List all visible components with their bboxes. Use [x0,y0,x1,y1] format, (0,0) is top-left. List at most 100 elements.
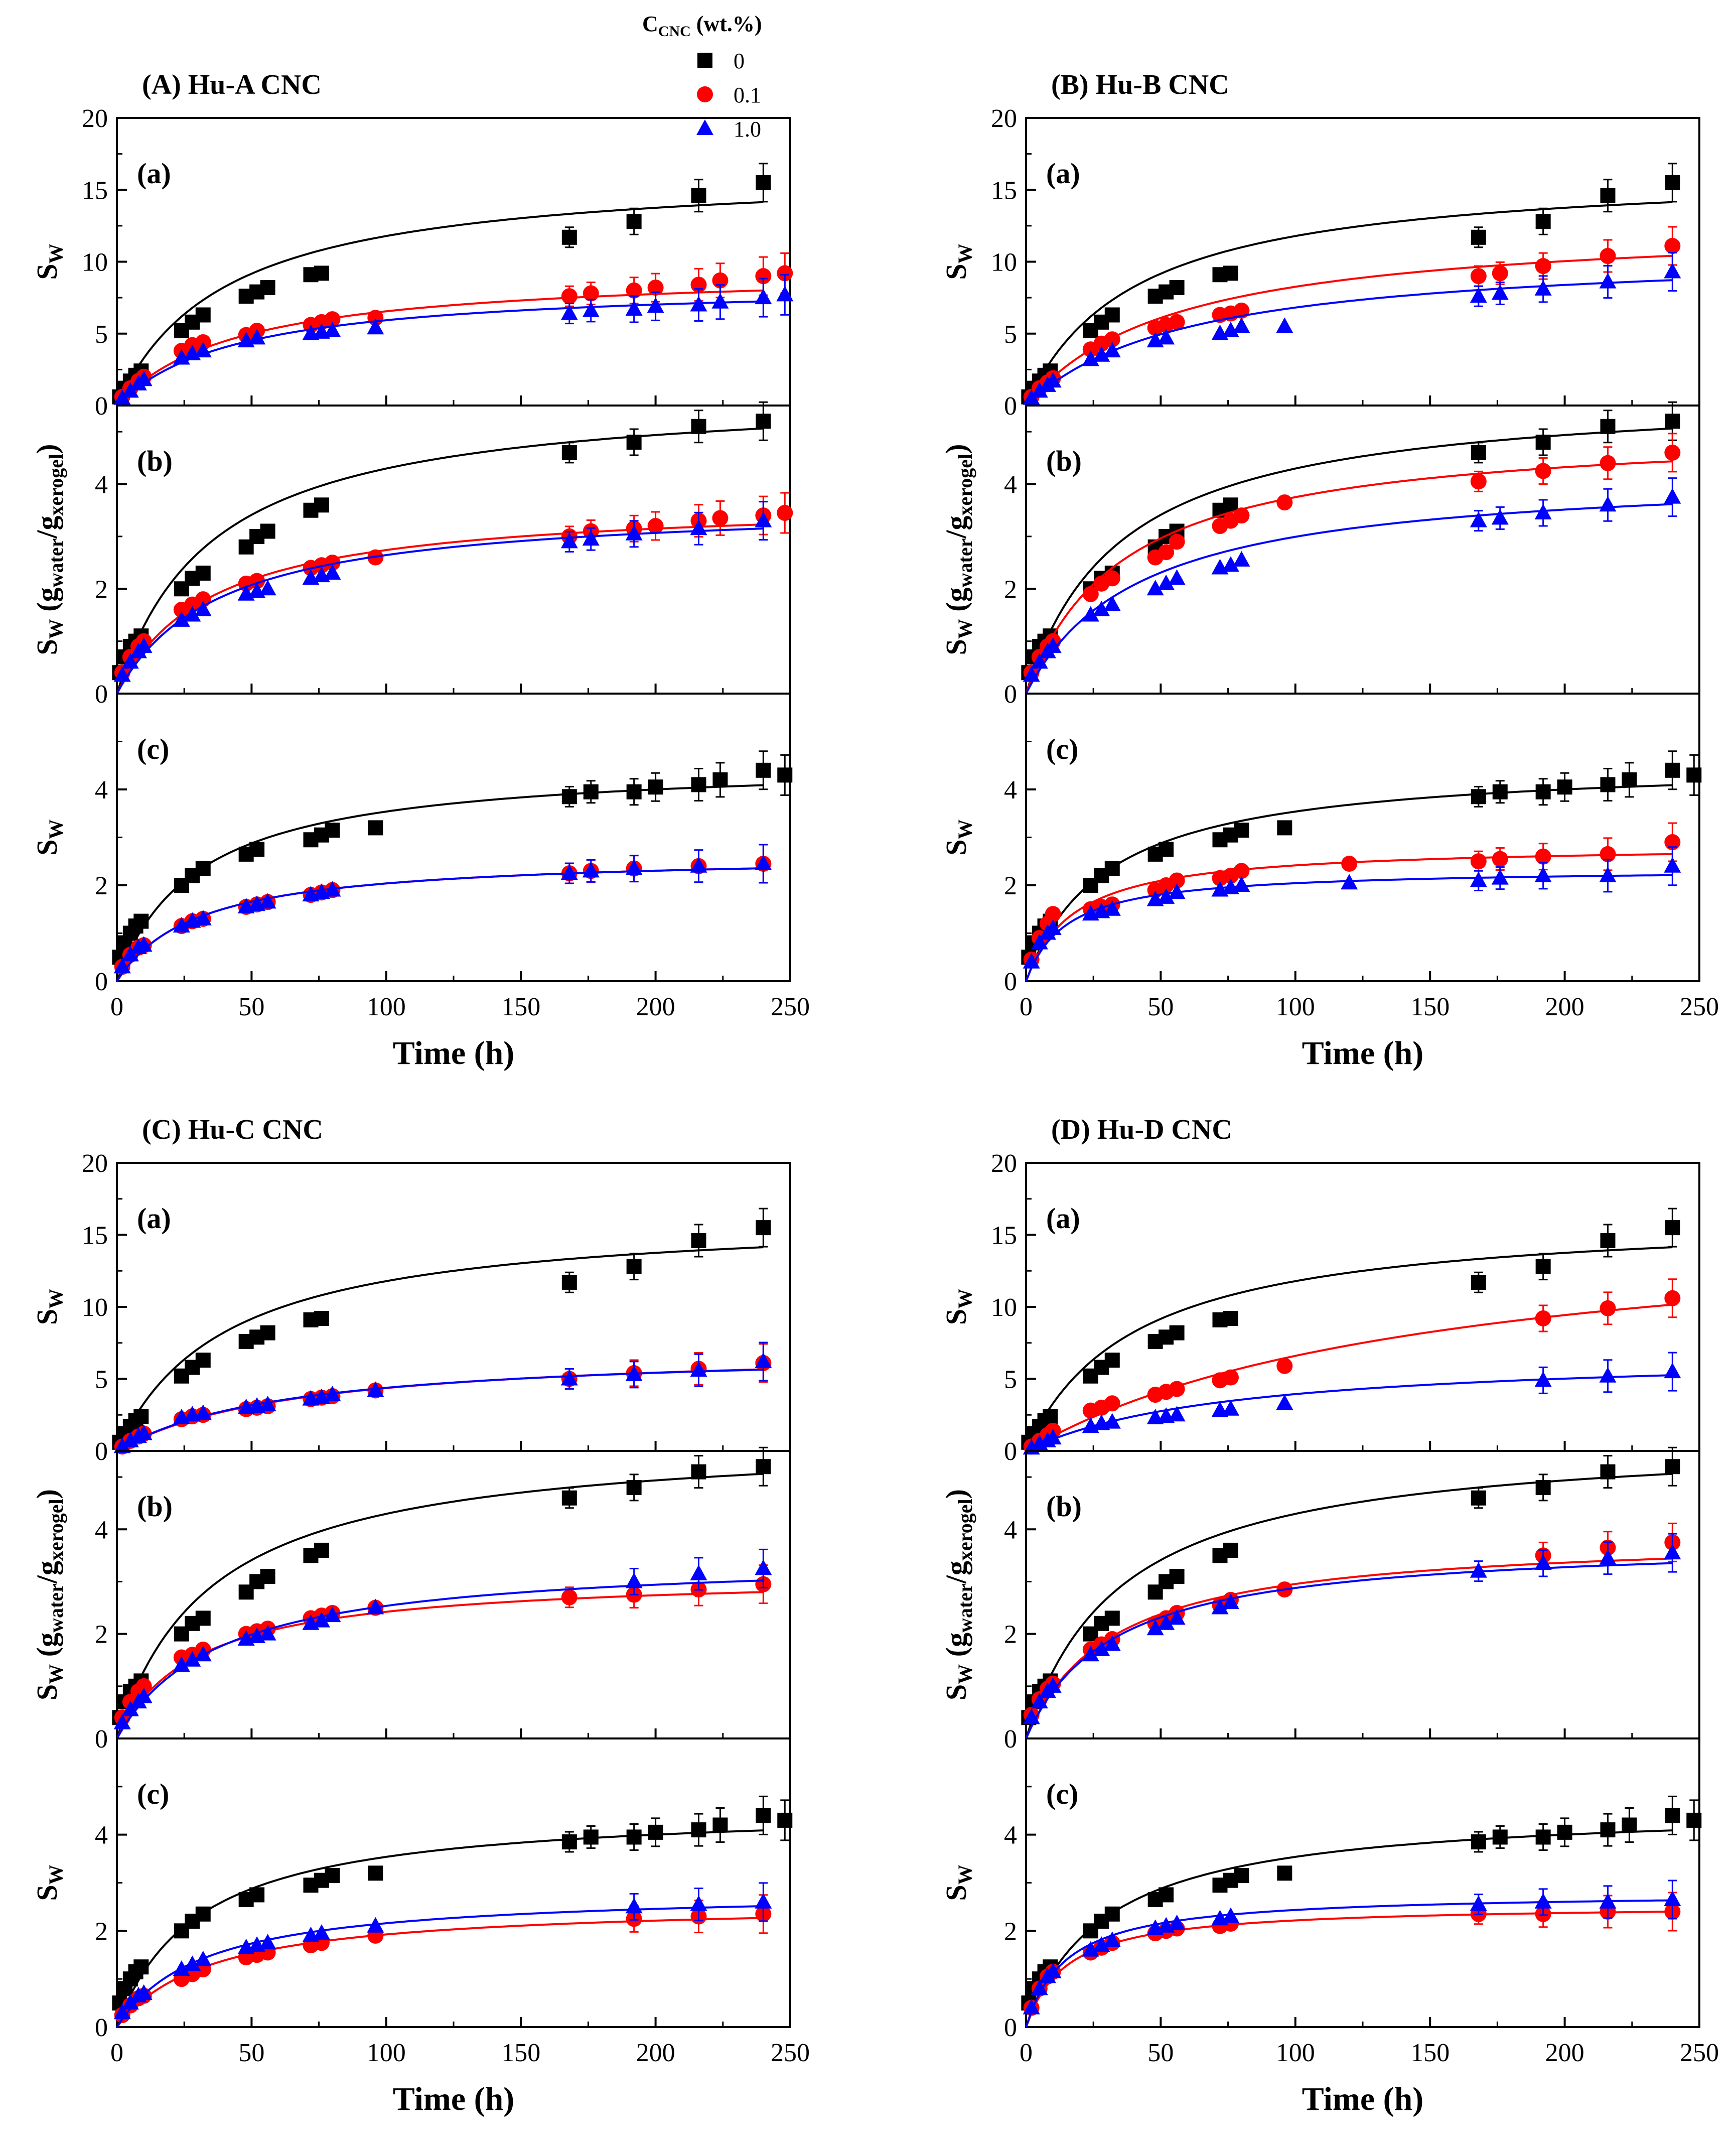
subplot-label: (a) [137,1202,171,1235]
series-1-0 [1023,1533,1681,1739]
data-point [324,881,341,897]
subplot-frame [116,693,791,982]
data-point [582,862,600,878]
data-point [1031,1693,1048,1709]
series-0-1 [1023,1522,1681,1739]
data-point [1082,606,1099,622]
y-axis-title-long: SW (gwater/gxerogel) [31,444,67,655]
x-tick-label: 150 [501,2039,540,2067]
y-tick-label: 4 [95,1516,108,1544]
data-point [690,857,707,873]
data-point [324,564,341,580]
data-point [755,268,772,285]
y-axis-title: SW [940,243,976,280]
fit-curve [116,1579,764,1739]
series-0 [112,401,771,694]
fit-curve [1025,460,1673,694]
data-point [648,779,663,795]
series-1-0 [1023,1352,1681,1455]
subplot-c-a: 0 5 10 15 20 (a) SW [31,1149,791,1466]
fit-curve [116,784,764,982]
x-axis-title: Time (h) [1302,2081,1424,2117]
data-point [1158,544,1175,561]
data-point [184,1651,201,1667]
data-point [1031,1979,1048,1995]
y-tick-label: 10 [991,248,1017,277]
data-point [1599,1893,1617,1909]
data-point [625,859,643,875]
data-point [194,909,212,925]
data-point [1470,473,1487,490]
data-point [1535,784,1551,799]
data-point [1664,1290,1681,1306]
y-tick-label: 0 [1004,968,1017,996]
data-point [1600,846,1616,862]
panel-title: (A) Hu-A CNC [142,69,322,100]
data-point [173,1960,190,1976]
y-tick-label: 4 [1004,776,1017,804]
data-point [1146,580,1164,596]
data-point [625,1365,643,1381]
data-point [1277,1865,1292,1881]
data-point [1104,331,1120,348]
data-point [755,1353,772,1369]
data-point [626,1259,642,1274]
data-point [194,1404,212,1420]
fit-curve [1025,254,1673,407]
data-point [324,311,341,328]
data-point [1470,1562,1487,1578]
legend-label: 0.1 [734,83,761,107]
data-point [626,784,642,799]
data-point [1491,869,1509,885]
data-point [1471,1490,1486,1506]
data-point [324,555,341,571]
data-point [1622,1817,1637,1833]
x-tick-label: 50 [238,993,264,1021]
data-point [1535,258,1551,275]
y-tick-label: 5 [1004,1366,1017,1394]
data-point [113,958,131,974]
data-point [1599,273,1617,289]
data-point [248,329,266,345]
data-point [1223,1542,1238,1558]
subplot-frame [1025,1450,1700,1739]
subplot-c-c: 0 2 4 (c) SW 0 50 100 150 200 250 Time (h) [31,1737,810,2117]
subplot-label: (b) [1046,1490,1082,1523]
data-point [1534,280,1552,296]
data-point [1341,874,1358,890]
y-tick-label: 20 [82,104,108,133]
data-point [1223,265,1238,281]
data-point [1044,1962,1062,1978]
data-point [173,917,190,933]
data-point [583,285,599,302]
y-tick-label: 5 [1004,320,1017,349]
subplot-a-b: 0 2 4 (b) SW (gwater/gxerogel) [31,401,793,709]
data-point [756,762,771,778]
data-point [259,1625,276,1641]
y-tick-label: 20 [991,104,1017,133]
series-0 [1021,401,1680,694]
legend-marker [697,86,713,102]
data-point [777,767,793,783]
data-point [367,319,384,335]
legend-label: 0 [734,49,745,73]
data-point [1103,900,1121,916]
series-1-0 [113,844,772,982]
data-point [691,188,706,203]
x-axis-title: Time (h) [1302,1035,1424,1071]
data-point [582,530,600,546]
y-tick-label: 2 [95,575,108,604]
data-point [561,1589,577,1605]
subplot-d-c: 0 2 4 (c) SW 0 50 100 150 200 250 Time (h) [940,1737,1719,2117]
data-point [648,1824,663,1840]
data-point [1664,1544,1681,1560]
legend: CCNC (wt.%) 0 0.1 1.0 [642,12,762,142]
data-point [1168,1914,1186,1930]
data-point [324,322,341,338]
data-point [1082,350,1099,366]
y-tick-label: 4 [95,1821,108,1850]
data-point [1044,1429,1062,1445]
y-axis-title: SW [940,819,976,855]
data-point [194,342,212,358]
